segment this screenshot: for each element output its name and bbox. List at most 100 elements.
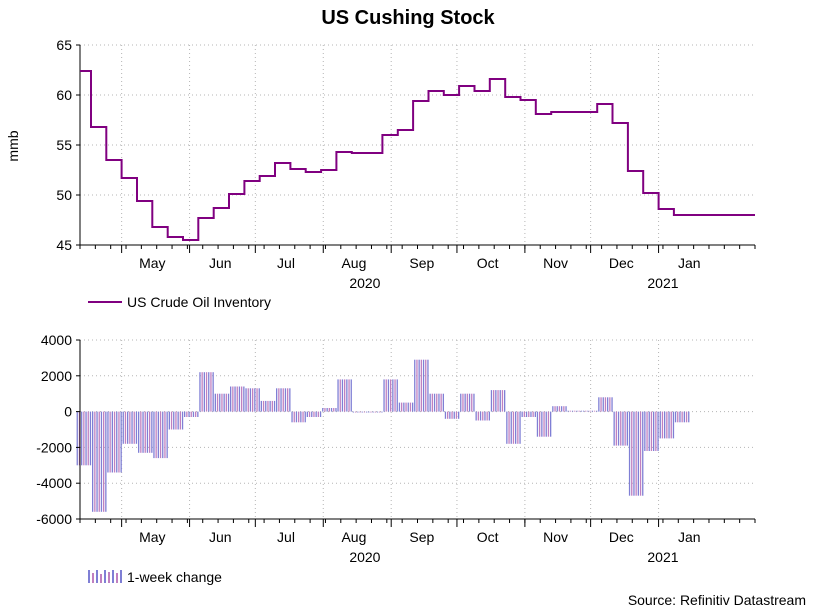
bar-stripe xyxy=(582,410,585,412)
bar-stripe xyxy=(468,393,471,412)
bar-stripe xyxy=(379,411,381,413)
bar-2020-08-07 xyxy=(337,379,352,412)
top-y-tick-label: 55 xyxy=(56,137,72,153)
bar-stripe xyxy=(280,388,282,412)
bar-stripe xyxy=(289,388,291,412)
bar-stripe xyxy=(563,406,565,412)
bar-stripe xyxy=(138,411,140,453)
bar-stripe xyxy=(405,402,407,412)
bar-2021-01-08 xyxy=(674,411,690,423)
bar-stripe xyxy=(273,400,276,412)
chart-title: US Cushing Stock xyxy=(321,7,495,29)
bar-stripe xyxy=(265,400,267,412)
bar-stripe xyxy=(322,408,324,412)
bar-stripe xyxy=(552,406,554,412)
bar-stripe xyxy=(609,397,611,412)
bar-stripe xyxy=(366,411,368,413)
top-y-tick-label: 50 xyxy=(56,187,72,203)
bar-stripe xyxy=(490,390,493,412)
bar-stripe xyxy=(664,411,666,439)
bar-stripe xyxy=(306,411,308,417)
bar-stripe xyxy=(357,411,359,413)
bar-stripe xyxy=(186,411,188,417)
bar-stripe xyxy=(98,411,100,512)
bar-stripe xyxy=(201,372,203,412)
bar-2020-09-11 xyxy=(414,359,429,412)
bar-stripe xyxy=(195,411,197,417)
bar-stripe xyxy=(223,393,225,412)
bar-stripe xyxy=(574,410,576,412)
bar-stripe xyxy=(556,406,558,412)
bar-stripe xyxy=(396,379,398,412)
bar-stripe xyxy=(387,379,390,412)
bar-stripe xyxy=(536,411,539,437)
bar-stripe xyxy=(124,411,127,444)
bar-stripe xyxy=(333,408,335,412)
bar-2020-05-01 xyxy=(122,411,138,444)
bar-stripe xyxy=(221,393,223,412)
bar-stripe xyxy=(458,411,460,419)
bar-stripe xyxy=(541,411,543,437)
bar-2020-10-30 xyxy=(521,411,536,417)
bar-stripe xyxy=(628,411,631,496)
bar-stripe xyxy=(216,393,219,412)
bar-stripe xyxy=(173,411,175,430)
bar-stripe xyxy=(677,411,679,423)
bar-stripe xyxy=(449,411,451,419)
bar-stripe xyxy=(256,388,258,412)
bar-stripe xyxy=(532,411,534,417)
bar-stripe xyxy=(578,410,580,412)
bar-2020-04-17 xyxy=(92,411,107,512)
bar-stripe xyxy=(184,411,186,417)
bar-stripe xyxy=(302,411,304,423)
bar-stripe xyxy=(197,411,199,417)
top-month-label: Jul xyxy=(277,255,295,271)
bottom-month-label: May xyxy=(139,529,165,545)
bar-2020-07-24 xyxy=(306,411,322,417)
bar-stripe xyxy=(688,411,690,423)
bar-stripe xyxy=(291,411,293,423)
bar-stripe xyxy=(111,411,113,473)
bar-stripe xyxy=(131,411,133,444)
bar-stripe xyxy=(523,411,525,417)
bar-stripe xyxy=(409,402,412,412)
bar-stripe xyxy=(284,388,287,412)
bar-stripe xyxy=(517,411,519,444)
bar-2020-11-27 xyxy=(582,410,598,412)
bar-2020-07-31 xyxy=(322,408,337,412)
top-axes xyxy=(76,44,756,253)
bar-stripe xyxy=(398,402,401,412)
bottom-y-tick-labels: -6000 -4000 -2000 0 2000 4000 xyxy=(36,332,72,527)
bar-stripe xyxy=(210,372,212,412)
bar-stripe xyxy=(212,372,214,412)
top-month-label: Jan xyxy=(678,255,701,271)
bar-stripe xyxy=(122,411,124,444)
bar-stripe xyxy=(219,393,221,412)
bar-stripe xyxy=(462,393,464,412)
bar-stripe xyxy=(521,411,523,417)
top-y-tick-label: 60 xyxy=(56,87,72,103)
bar-stripe xyxy=(617,411,620,446)
bar-stripe xyxy=(635,411,637,496)
bar-2020-11-06 xyxy=(536,411,552,437)
bar-stripe xyxy=(593,410,596,412)
bar-stripe xyxy=(477,411,479,421)
bar-stripe xyxy=(129,411,131,444)
bar-stripe xyxy=(368,411,370,413)
bottom-month-label: Aug xyxy=(341,529,366,545)
bar-stripe xyxy=(144,411,146,453)
bar-stripe xyxy=(295,411,298,423)
bar-stripe xyxy=(260,400,262,412)
bar-stripe xyxy=(482,411,484,421)
top-month-label: Dec xyxy=(609,255,634,271)
top-y-axis-label: mmb xyxy=(5,130,21,161)
bottom-year-label: 2020 xyxy=(349,549,380,565)
bar-stripe xyxy=(328,408,330,412)
bar-stripe xyxy=(293,411,295,423)
bar-stripe xyxy=(188,411,190,417)
bar-stripe xyxy=(543,411,545,437)
bar-stripe xyxy=(300,411,302,423)
bar-stripe xyxy=(359,411,361,413)
bar-stripe xyxy=(203,372,205,412)
bar-stripe xyxy=(298,411,300,423)
